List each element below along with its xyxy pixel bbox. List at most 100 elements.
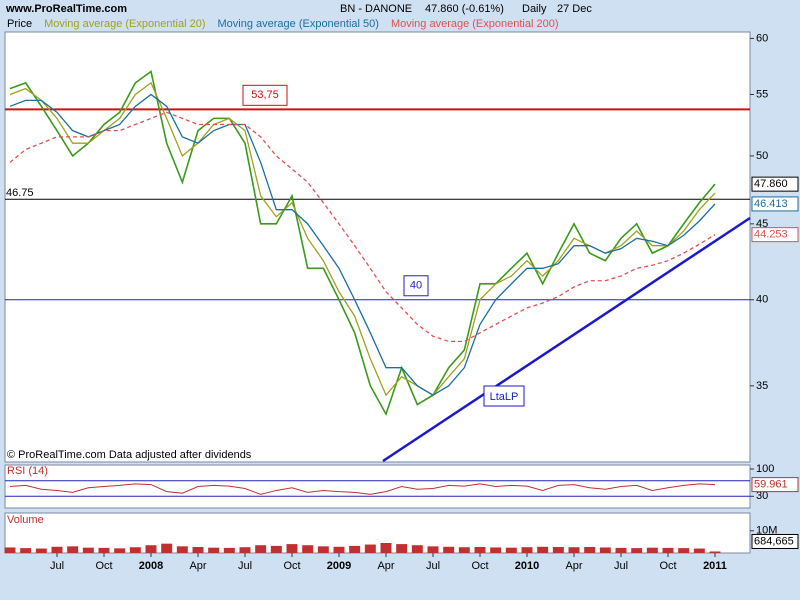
x-tick-label: Apr — [377, 560, 394, 572]
level-label: 40 — [410, 280, 422, 292]
x-tick-label: 2011 — [703, 560, 727, 572]
last-rsi: 59.961 — [754, 479, 788, 491]
volume-bar — [176, 546, 188, 553]
volume-bar — [223, 547, 235, 553]
volume-panel — [4, 512, 751, 554]
last-value-box — [751, 227, 799, 243]
volume-bar — [286, 544, 298, 553]
volume-bar — [427, 546, 439, 553]
last-volume-box — [751, 533, 799, 549]
last-value: 44.253 — [754, 229, 788, 241]
volume-bar — [396, 544, 408, 553]
volume-bar — [693, 548, 705, 553]
x-tick-label: 2010 — [515, 560, 539, 572]
rsi-line — [9, 483, 716, 495]
legend-label: Moving average (Exponential 50) — [218, 18, 379, 30]
x-tick-label: Jul — [614, 560, 628, 572]
volume-bar — [255, 545, 267, 553]
x-tick-label: 2008 — [139, 560, 163, 572]
volume-bar — [474, 547, 486, 553]
trendline — [382, 216, 751, 463]
y-tick-label: 30 — [756, 490, 768, 502]
volume-bar — [161, 543, 173, 553]
volume-bar — [678, 548, 690, 553]
volume-bar — [129, 547, 141, 553]
volume-bar — [584, 547, 596, 553]
volume-bar — [239, 547, 251, 553]
x-tick-label: Jul — [50, 560, 64, 572]
x-tick-label: 2009 — [327, 560, 351, 572]
rsi-panel — [4, 464, 751, 509]
x-tick-label: Oct — [471, 560, 488, 572]
x-tick-label: Oct — [95, 560, 112, 572]
panel-title: Volume — [7, 514, 44, 526]
level-label: 53,75 — [251, 89, 279, 101]
volume-bar — [349, 545, 361, 553]
y-tick-label: 100 — [756, 463, 774, 475]
volume-bar — [458, 547, 470, 553]
volume-bar — [302, 545, 314, 553]
date: 27 Dec — [557, 3, 592, 15]
y-tick-label: 45 — [756, 218, 768, 230]
subtitle: 47.860 (-0.61%) — [425, 3, 504, 15]
volume-bar — [631, 548, 643, 553]
level-box — [403, 275, 429, 297]
volume-bar — [51, 546, 63, 553]
series-line — [9, 93, 716, 396]
x-tick-label: Jul — [426, 560, 440, 572]
volume-bar — [505, 547, 517, 553]
volume-bar — [270, 545, 282, 553]
volume-bar — [443, 546, 455, 553]
volume-bar — [411, 545, 423, 553]
volume-bar — [380, 543, 392, 553]
y-tick-label: 50 — [756, 150, 768, 162]
series-line — [9, 70, 716, 417]
y-tick-label: 35 — [756, 380, 768, 392]
last-value-box — [751, 196, 799, 212]
last-value: 46.413 — [754, 198, 788, 210]
volume-bar — [490, 547, 502, 553]
volume-bar — [333, 546, 345, 553]
y-tick-label: 60 — [756, 32, 768, 44]
source: www.ProRealTime.com — [5, 3, 127, 15]
volume-bar — [82, 547, 94, 553]
volume-bar — [208, 547, 220, 553]
x-tick-label: Jul — [238, 560, 252, 572]
chart-title: BN - DANONE — [340, 3, 412, 15]
series-line — [9, 111, 716, 343]
volume-bar — [317, 546, 329, 553]
last-volume: 684,665 — [754, 535, 794, 547]
level-label: 46.75 — [6, 187, 34, 199]
volume-bar — [192, 547, 204, 553]
trendline-label: LtaLP — [490, 391, 519, 403]
volume-bar — [4, 547, 16, 553]
volume-bar — [145, 545, 157, 553]
volume-bar — [599, 547, 611, 553]
volume-bar — [98, 547, 110, 553]
volume-bar — [521, 547, 533, 553]
volume-bar — [709, 551, 721, 553]
volume-bar — [67, 546, 79, 553]
last-price-box — [751, 176, 799, 192]
legend-label: Moving average (Exponential 20) — [44, 18, 205, 30]
volume-bar — [568, 547, 580, 553]
legend-label: Moving average (Exponential 200) — [391, 18, 559, 30]
level-box — [242, 84, 288, 106]
volume-bar — [35, 548, 47, 553]
volume-bar — [646, 547, 658, 553]
volume-bar — [662, 547, 674, 553]
x-tick-label: Oct — [659, 560, 676, 572]
last-rsi-box — [751, 477, 799, 493]
y-tick-label: 40 — [756, 294, 768, 306]
legend-label: Price — [7, 18, 32, 30]
note: © ProRealTime.com Data adjusted after di… — [7, 449, 252, 461]
x-tick-label: Oct — [283, 560, 300, 572]
volume-bar — [364, 544, 376, 553]
interval: Daily — [522, 3, 547, 15]
panel-title: RSI (14) — [7, 465, 48, 477]
volume-bar — [114, 548, 126, 553]
y-tick-label: 55 — [756, 88, 768, 100]
volume-bar — [537, 546, 549, 553]
volume-bar — [615, 547, 627, 553]
